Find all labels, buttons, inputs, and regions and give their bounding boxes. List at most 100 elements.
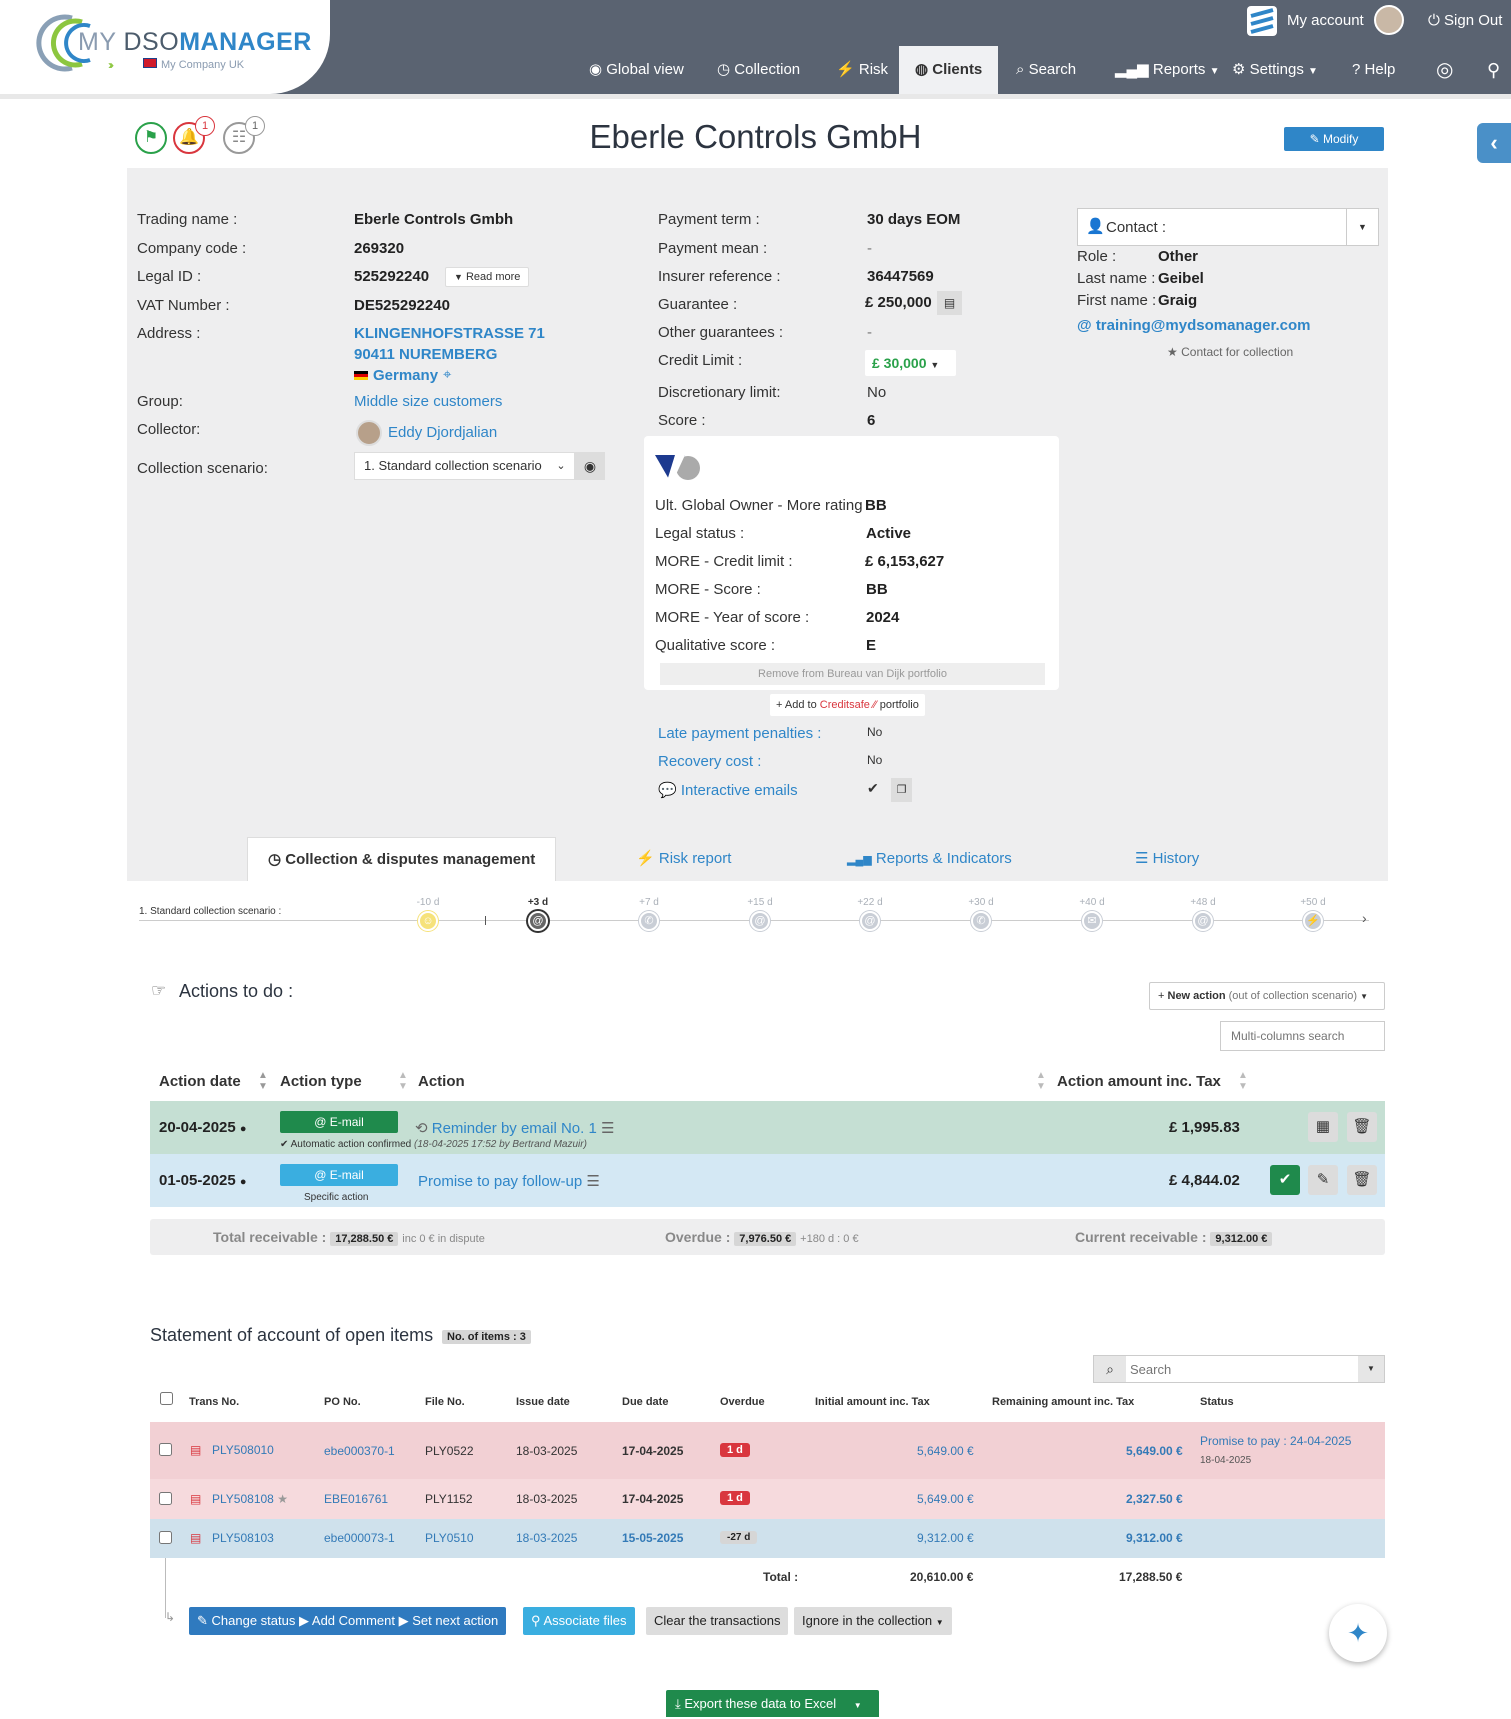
associate-files-button[interactable]: ⚲ Associate files [523,1607,635,1635]
trash-icon[interactable]: 🗑 [1347,1112,1377,1142]
ignore-collection-button[interactable]: Ignore in the collection ▼ [794,1607,952,1635]
col-action[interactable]: Action [418,1073,465,1090]
info-icon[interactable]: ● [239,1123,247,1135]
select-all-checkbox[interactable] [160,1392,173,1405]
timeline-step-warning-icon[interactable]: ☺ [418,911,438,931]
trans-link[interactable]: PLY508103 [212,1531,274,1545]
timeline-step-phone-icon[interactable]: ✆ [971,911,991,931]
pdf-icon[interactable]: ▤ [190,1492,202,1506]
new-action-button[interactable]: + New action (out of collection scenario… [1149,982,1385,1010]
timeline-step-email-icon[interactable]: @ [860,911,880,931]
remaining-amount[interactable]: 9,312.00 € [1126,1531,1183,1545]
initial-amount[interactable]: 5,649.00 € [917,1444,974,1458]
target-icon[interactable]: ◎ [1436,59,1454,81]
late-payment-link[interactable]: Late payment penalties : [658,725,822,742]
export-excel-button[interactable]: ⤓ Export these data to Excel ▼ [666,1690,879,1717]
col-remaining-amount[interactable]: Remaining amount inc. Tax [992,1396,1135,1408]
row-checkbox[interactable] [159,1531,172,1544]
view-scenario-eye-icon[interactable]: ◉ [575,452,605,480]
nav-reports[interactable]: ▂▄▆ Reports ▼ [1115,46,1219,94]
address-line1[interactable]: KLINGENHOFSTRASSE 71 [354,325,545,342]
quick-search-icon[interactable]: ⚲ [1487,60,1501,80]
user-avatar[interactable] [1374,5,1404,35]
my-account-link[interactable]: My account [1287,12,1364,29]
col-status[interactable]: Status [1200,1396,1234,1408]
timeline-step-letter-icon[interactable]: ✉ [1082,911,1102,931]
timeline-step-email-icon[interactable]: @ [528,911,548,931]
col-po-no[interactable]: PO No. [324,1396,361,1408]
col-issue-date[interactable]: Issue date [516,1396,570,1408]
ai-assistant-sparkle-icon[interactable]: ✦ [1329,1604,1387,1662]
country-value[interactable]: Germany [373,367,439,384]
validate-check-icon[interactable]: ✔ [1270,1165,1300,1195]
caret-down-icon[interactable]: ▼ [1346,209,1378,245]
clear-transactions-button[interactable]: Clear the transactions [646,1607,789,1635]
col-file-no[interactable]: File No. [425,1396,465,1408]
nav-search[interactable]: ⌕ Search [1016,46,1076,94]
file-no[interactable]: PLY0510 [425,1531,474,1545]
timeline-step-email-icon[interactable]: @ [750,911,770,931]
flag-icon[interactable]: ⚑ [135,122,167,154]
trans-link[interactable]: PLY508010 [212,1443,274,1457]
chevron-down-icon[interactable]: ⌄ [549,453,573,479]
remaining-amount[interactable]: 5,649.00 € [1126,1444,1183,1458]
info-icon[interactable]: ● [239,1176,247,1188]
tab-history[interactable]: ☰ History [1135,837,1199,881]
pdf-icon[interactable]: ▤ [190,1531,202,1545]
nav-global-view[interactable]: ◉ Global view [589,46,684,94]
table-row[interactable] [150,1422,1385,1479]
sign-out-link[interactable]: ⏻ Sign Out [1428,12,1502,29]
action-link[interactable]: ⟲ Reminder by email No. 1 ☰ [415,1119,614,1137]
collector-link[interactable]: Eddy Djordjalian [388,424,498,441]
timeline-step-phone-icon[interactable]: ✆ [639,911,659,931]
po-link[interactable]: EBE016761 [324,1492,389,1506]
caret-down-icon[interactable]: ▼ [853,1701,862,1710]
nav-help[interactable]: ? Help [1352,46,1395,94]
po-link[interactable]: ebe000073-1 [324,1531,395,1545]
tab-risk-report[interactable]: ⚡ Risk report [636,837,731,881]
col-trans-no[interactable]: Trans No. [189,1396,240,1408]
trans-link[interactable]: PLY508108 ★ [212,1492,288,1506]
nav-risk[interactable]: ⚡ Risk [836,46,888,94]
trash-icon[interactable]: 🗑 [1347,1165,1377,1195]
nav-collection[interactable]: ◷ Collection [717,46,800,94]
col-due-date[interactable]: Due date [622,1396,669,1408]
tab-collection-disputes[interactable]: ◷ Collection & disputes management [247,837,557,881]
comment-icon[interactable]: ▤ [937,291,962,315]
row-checkbox[interactable] [159,1443,172,1456]
edit-pencil-icon[interactable]: ✎ [1308,1165,1338,1195]
address-line2[interactable]: 90411 NUREMBERG [354,346,498,363]
multi-column-search-input[interactable] [1220,1021,1385,1051]
bulk-actions-button[interactable]: ✎ Change status ▶ Add Comment ▶ Set next… [189,1607,507,1635]
sort-icon[interactable]: ▲ ▼ [398,1070,408,1092]
nav-settings[interactable]: ⚙ Settings ▼ [1232,46,1318,94]
statement-search[interactable]: ⌕ ▼ [1093,1355,1385,1383]
star-icon[interactable]: ★ [277,1492,288,1506]
bell-icon[interactable]: 🔔 1 [173,116,215,154]
logo-area[interactable]: MY DSOMANAGER ››› My Company UK [0,0,330,94]
row-checkbox[interactable] [159,1492,172,1505]
side-panel-toggle-icon[interactable]: ‹ [1477,123,1511,163]
sort-icon[interactable]: ▲ ▼ [258,1070,268,1092]
calendar-icon[interactable]: ▦ [1308,1112,1338,1142]
scenario-select[interactable]: 1. Standard collection scenario [354,452,575,480]
col-overdue[interactable]: Overdue [720,1396,765,1408]
tab-reports-indicators[interactable]: ▂▄▆ Reports & Indicators [847,837,1012,881]
group-link[interactable]: Middle size customers [354,393,503,410]
nav-clients[interactable]: ◍ Clients [899,46,999,94]
timeline-step-bolt-icon[interactable]: ⚡ [1303,911,1323,931]
action-link[interactable]: Promise to pay follow-up ☰ [418,1172,600,1190]
col-action-date[interactable]: Action date [159,1073,241,1090]
caret-down-icon[interactable]: ▼ [1358,1356,1384,1382]
remaining-amount[interactable]: 2,327.50 € [1126,1492,1183,1506]
initial-amount[interactable]: 9,312.00 € [917,1531,974,1545]
status-link[interactable]: Promise to pay : 24-04-2025 [1200,1434,1352,1448]
remove-portfolio-button[interactable]: Remove from Bureau van Dijk portfolio [660,663,1045,685]
statement-search-input[interactable] [1130,1358,1350,1380]
col-action-type[interactable]: Action type [280,1073,362,1090]
initial-amount[interactable]: 5,649.00 € [917,1492,974,1506]
contact-email-link[interactable]: @ training@mydsomanager.com [1077,317,1311,334]
copy-icon[interactable]: ❐ [891,778,912,802]
sort-icon[interactable]: ▲ ▼ [1036,1070,1046,1092]
col-initial-amount[interactable]: Initial amount inc. Tax [815,1396,930,1408]
